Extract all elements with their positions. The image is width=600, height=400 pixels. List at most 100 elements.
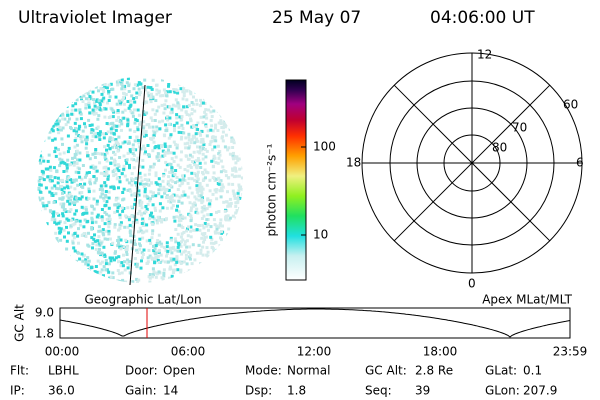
pixel [73,153,77,156]
pixel [71,233,75,237]
pixel [141,86,145,90]
pixel [60,137,64,141]
pixel [118,227,122,230]
pixel [210,94,214,98]
pixel [82,232,86,235]
pixel [152,217,156,221]
pixel [102,136,106,140]
pixel [78,124,81,128]
pixel [66,150,70,154]
pixel [228,258,232,262]
pixel [233,106,236,110]
pixel [231,182,235,186]
pixel [71,275,74,279]
pixel [225,82,228,86]
pixel [92,207,96,211]
pixel [100,251,104,255]
pixel [195,173,199,177]
pixel [163,189,167,193]
pixel [120,206,124,210]
pixel [225,238,228,242]
pixel [179,77,183,81]
pixel [43,207,47,211]
pixel [47,247,51,251]
pixel [160,195,164,199]
pixel [165,206,169,210]
pixel [232,104,236,108]
pixel [109,275,113,279]
pixel [73,145,77,149]
pixel [155,109,159,113]
pixel [189,119,193,123]
pixel [154,171,158,175]
pixel [158,243,162,246]
pixel [209,261,213,265]
pixel [109,259,113,263]
pixel [175,116,179,120]
pixel [219,236,222,240]
pixel [159,188,163,192]
pixel [73,197,77,201]
pixel [154,244,158,248]
pixel [58,179,62,183]
pixel [213,188,217,192]
pixel [209,79,213,82]
pixel [84,258,88,262]
pixel [199,115,203,119]
pixel [41,278,45,282]
pixel [102,245,106,249]
pixel [125,81,129,85]
pixel [75,117,79,121]
pixel [171,199,175,203]
pixel [240,206,243,210]
pixel [54,254,58,258]
pixel [39,154,43,158]
pixel [215,210,218,214]
pixel [217,210,221,213]
pixel [238,145,242,149]
pixel [194,98,198,102]
pixel [140,259,143,263]
pixel [117,186,120,190]
pixel [80,96,83,100]
pixel [111,276,115,280]
pixel [242,159,243,163]
pixel [197,198,201,202]
pixel [182,190,186,194]
pixel [192,150,196,154]
pixel [187,225,191,229]
pixel [242,268,243,272]
pixel [114,198,118,202]
pixel [227,99,231,103]
pixel [101,188,104,192]
pixel [197,193,201,197]
pixel [233,267,237,271]
pixel [216,105,220,109]
pixel [72,279,75,283]
pixel [193,178,197,182]
pixel [181,181,185,185]
pixel [140,222,144,225]
pixel [41,129,45,132]
pixel [165,241,169,245]
pixel [195,228,199,232]
pixel [151,108,155,112]
pixel [103,211,107,214]
pixel [209,213,213,217]
pixel [87,231,90,235]
pixel [51,86,55,90]
pixel [147,123,151,126]
pixel [226,176,230,180]
pixel [198,228,202,232]
pixel [80,205,84,209]
pixel [117,176,121,179]
pixel [58,119,61,123]
pixel [71,239,75,243]
pixel [100,268,104,272]
pixel [37,179,41,183]
pixel [226,204,230,208]
pixel [100,208,104,211]
pixel [165,251,169,255]
pixel [84,106,88,110]
pixel [62,205,65,209]
